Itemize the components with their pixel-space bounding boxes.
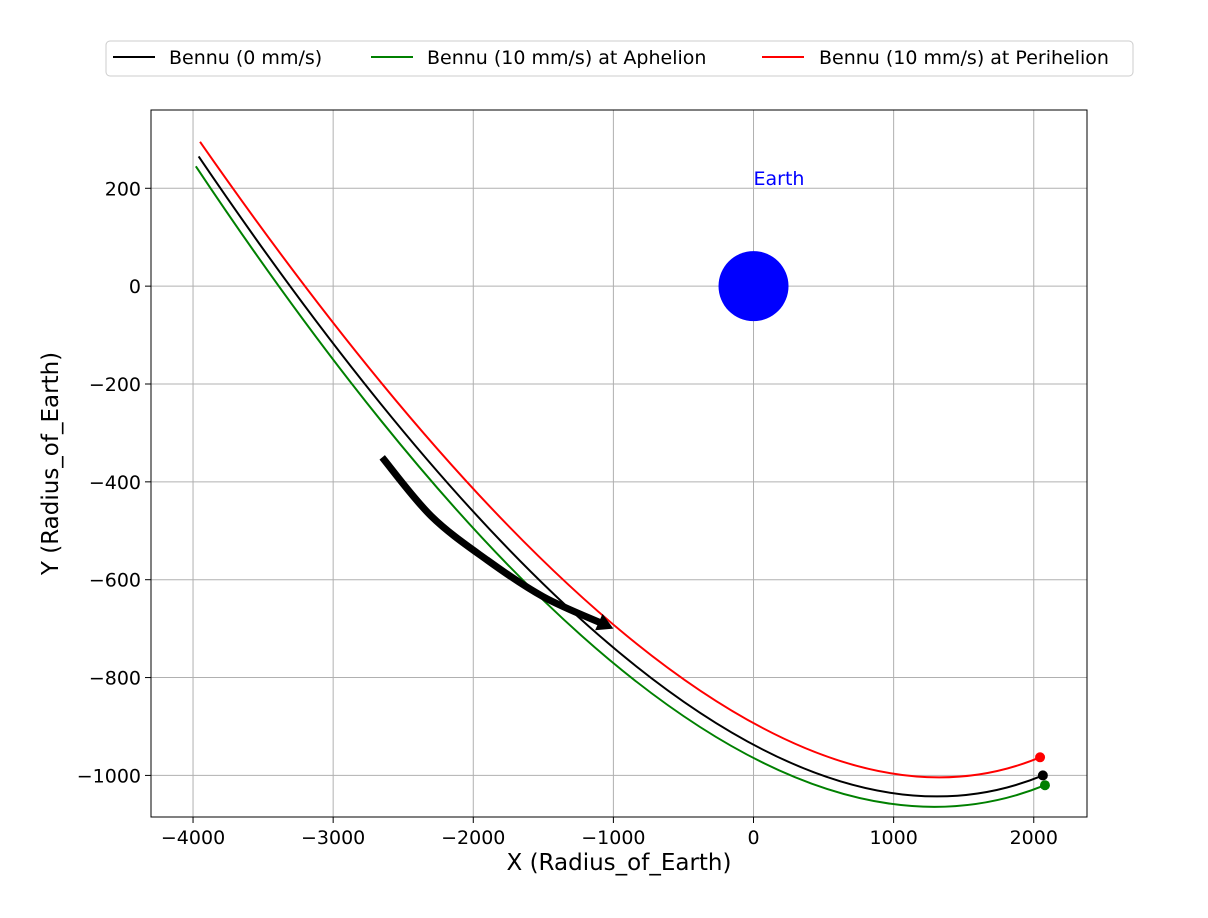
y-tick-label: 200 [105,178,141,200]
y-tick-label: −800 [89,668,141,690]
legend-label-1: Bennu (0 mm/s) [169,47,322,69]
earth-marker [718,251,789,322]
arrow-shaft [379,455,604,627]
y-tick-label: −400 [89,472,141,494]
y-tick-label: 0 [129,276,141,298]
x-tick-label: −3000 [301,827,365,849]
series-end-marker-3 [1035,752,1046,763]
series-end-marker-2 [1039,780,1050,791]
x-tick-label: 0 [747,827,759,849]
x-axis-ticks: −4000 −3000 −2000 −1000 0 1000 2000 [161,817,1058,849]
legend-label-3: Bennu (10 mm/s) at Perihelion [819,47,1109,69]
series-line-2 [195,165,1046,808]
x-tick-label: 2000 [1010,827,1058,849]
grid-lines [151,110,1087,817]
arrow-head [595,613,614,631]
series-end-marker-1 [1037,770,1048,781]
y-tick-label: −200 [89,374,141,396]
x-tick-label: −4000 [161,827,225,849]
legend-label-2: Bennu (10 mm/s) at Aphelion [427,47,706,69]
earth-group: Earth [718,168,805,322]
x-tick-label: 1000 [869,827,917,849]
x-tick-label: −2000 [441,827,505,849]
y-axis-label: Y (Radius_of_Earth) [38,352,64,576]
series-line-3 [199,141,1041,779]
direction-arrow [379,455,614,631]
earth-label: Earth [754,168,805,190]
y-tick-label: −1000 [77,765,141,787]
legend: Bennu (0 mm/s) Bennu (10 mm/s) at Aphelio… [105,40,1134,77]
y-axis-ticks: 200 0 −200 −400 −600 −800 −1000 [77,178,151,787]
trajectory-curves [195,141,1050,808]
y-tick-label: −600 [89,570,141,592]
plot-frame [150,109,1088,818]
x-axis-label: X (Radius_of_Earth) [507,850,732,876]
legend-box [105,40,1134,77]
series-line-1 [197,155,1044,798]
x-tick-label: −1000 [581,827,645,849]
